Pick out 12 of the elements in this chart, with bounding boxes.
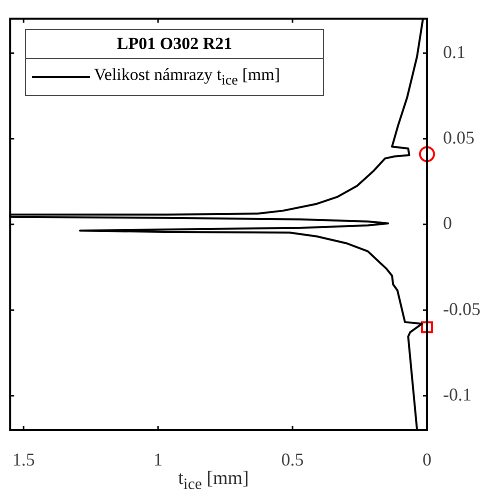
x-tick-label: 0.5 — [281, 450, 304, 470]
x-tick-label: 1 — [154, 450, 163, 470]
y-tick-label: 0.1 — [443, 42, 466, 62]
legend-title: LP01 O302 R21 — [116, 33, 234, 55]
legend-label: Velikost námrazy t$_{ice}$ [mm] — [94, 65, 280, 90]
x-tick-label: 1.5 — [12, 450, 35, 470]
x-axis-title: t$_{ice}$ [mm] — [177, 468, 250, 494]
y-tick-label: 0.05 — [443, 127, 474, 148]
x-tick-label: 0 — [422, 450, 432, 470]
y-tick-label: 0 — [443, 213, 452, 234]
y-tick-label: -0.1 — [443, 384, 472, 404]
y-tick-label: -0.05 — [443, 298, 480, 319]
